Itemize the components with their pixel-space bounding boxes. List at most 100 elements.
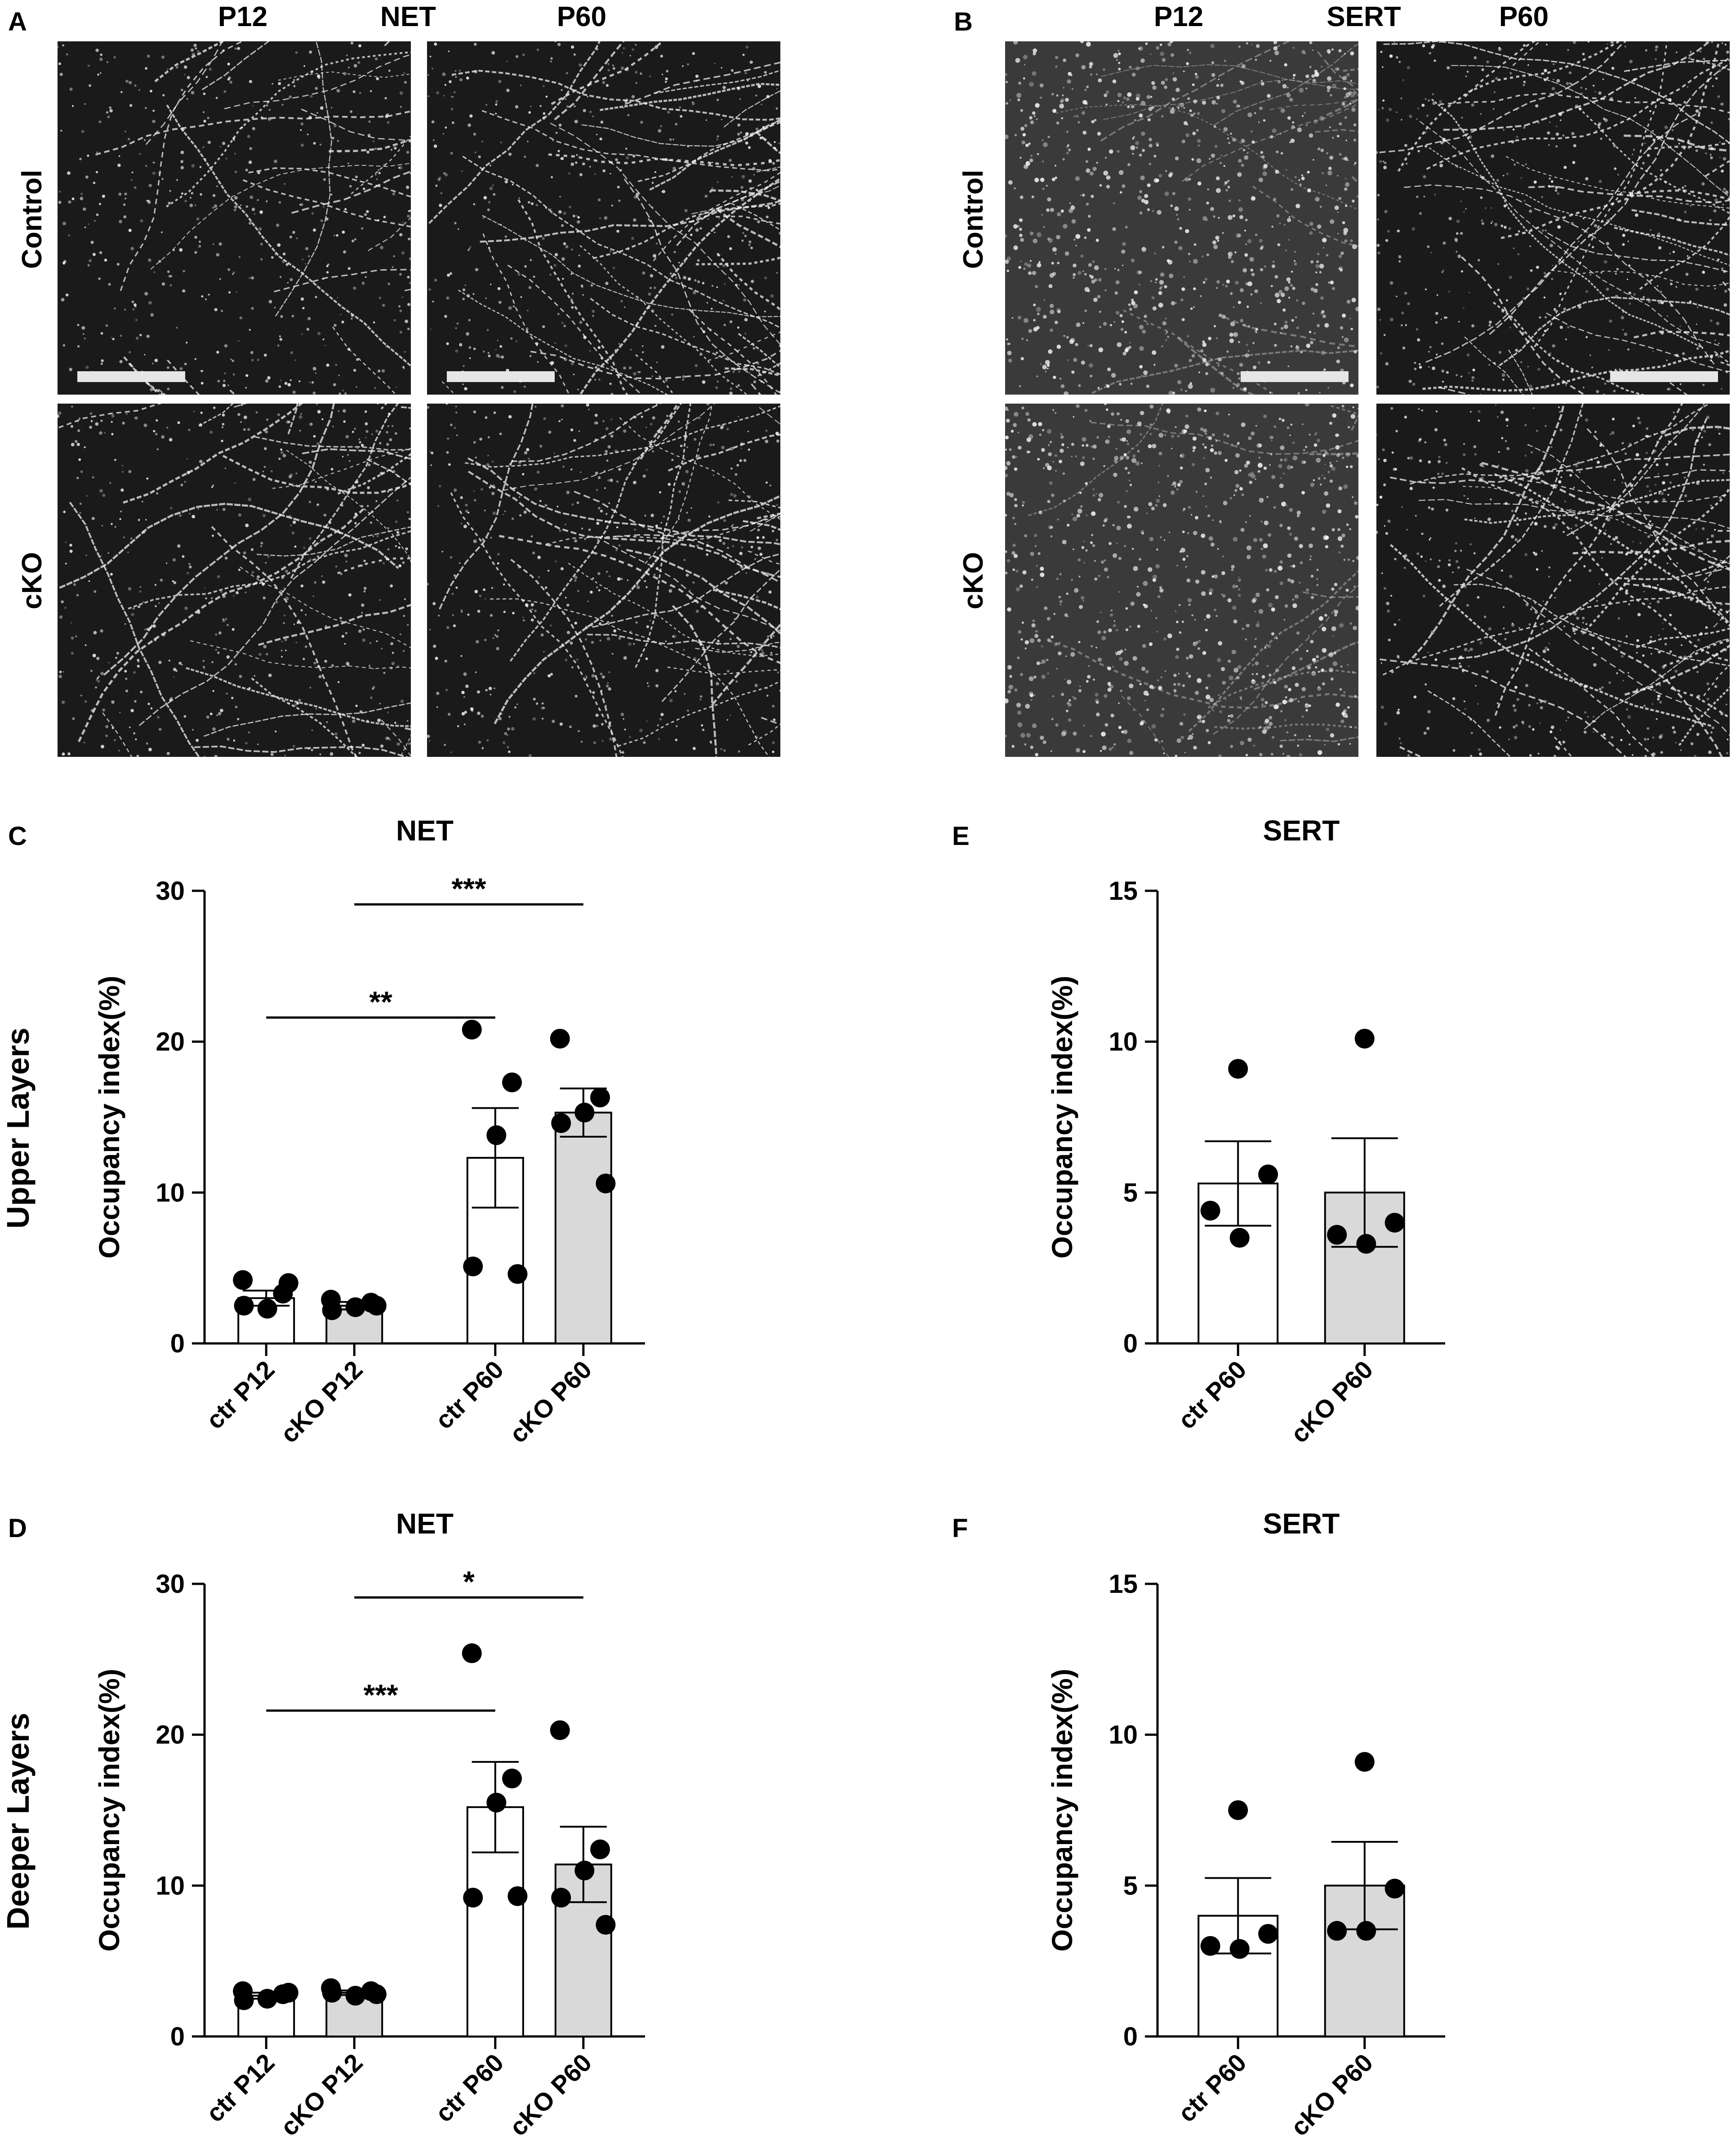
micrograph-sert-control-p12 [1005, 41, 1358, 395]
y-tick-label: 15 [1108, 1569, 1138, 1599]
data-point [1354, 1752, 1375, 1772]
x-tick-label: cKO P12 [275, 1355, 368, 1448]
x-tick-label: cKO P60 [504, 1355, 597, 1448]
panel-letter: E [952, 822, 970, 851]
panel-b-col-left: P12 [1154, 1, 1203, 32]
y-tick-label: 5 [1123, 1871, 1138, 1900]
panel-a-row-top: Control [17, 170, 48, 269]
panel-letter: C [8, 822, 27, 851]
data-point [1258, 1165, 1278, 1185]
data-point [596, 1915, 616, 1935]
data-point [234, 1990, 254, 2010]
chart-title: SERT [1263, 814, 1340, 847]
data-point [257, 1989, 277, 2009]
y-axis-label: Occupancy index(%) [1046, 976, 1078, 1259]
data-point [596, 1174, 616, 1194]
y-tick-label: 30 [156, 876, 185, 906]
data-point [345, 1297, 365, 1317]
data-point [463, 1256, 483, 1276]
data-point [550, 1720, 570, 1740]
x-tick-label: cKO P60 [1285, 2048, 1378, 2141]
panel-a-row-bottom: cKO [17, 552, 48, 609]
data-point [366, 1984, 387, 2005]
significance-label: ** [369, 985, 392, 1018]
x-tick-label: ctr P12 [200, 2048, 280, 2128]
panel-a-col-left: P12 [218, 1, 267, 32]
data-point [551, 1113, 571, 1133]
y-tick-label: 10 [156, 1871, 185, 1900]
micrograph-sert-control-p60 [1376, 41, 1730, 395]
data-point [502, 1769, 522, 1789]
data-point [590, 1087, 610, 1107]
micrograph-sert-cko-p60 [1376, 404, 1730, 757]
y-tick-label: 10 [156, 1178, 185, 1207]
y-tick-label: 10 [1108, 1720, 1138, 1750]
data-point [234, 1296, 254, 1316]
x-tick-label: ctr P60 [430, 1355, 509, 1435]
data-point [551, 1888, 571, 1908]
bar [554, 1111, 612, 1344]
panel-b-letter: B [954, 7, 973, 36]
panel-b: B P12 SERT P60 Control cKO [954, 1, 1730, 757]
data-point [278, 1983, 298, 2003]
panel-a-col-mid: NET [380, 1, 436, 32]
panel-b-row-top: Control [958, 170, 989, 269]
chart-title: NET [396, 814, 454, 847]
chart-e: E SERT 0 5 10 15 Occupancy index(%) ctr P60 cKO … [952, 814, 1445, 1448]
data-point [1354, 1028, 1375, 1049]
data-point [1356, 1234, 1376, 1254]
x-tick-label: ctr P60 [430, 2048, 509, 2128]
data-point [590, 1839, 610, 1859]
x-tick-label: ctr P60 [1172, 1355, 1252, 1435]
panel-b-row-bottom: cKO [958, 552, 989, 609]
row-label-upper: Upper Layers [0, 1027, 36, 1228]
y-tick-label: 0 [1123, 2022, 1138, 2051]
data-point [486, 1792, 507, 1813]
data-point [1327, 1225, 1347, 1245]
panel-letter: F [952, 1514, 968, 1543]
x-tick-label: ctr P60 [1172, 2048, 1252, 2128]
data-point [574, 1102, 595, 1123]
data-point [1200, 1936, 1220, 1956]
data-point [462, 1643, 482, 1663]
y-tick-label: 0 [1123, 1329, 1138, 1358]
data-point [463, 1888, 483, 1908]
data-point [1229, 1939, 1250, 1959]
y-axis-label: Occupancy index(%) [93, 1669, 125, 1952]
scale-bar-b-p60 [1610, 371, 1718, 382]
panel-a-col-right: P60 [557, 1, 606, 32]
y-tick-label: 20 [156, 1027, 185, 1057]
data-point [1356, 1921, 1376, 1941]
y-tick-label: 0 [170, 2022, 185, 2051]
y-tick-label: 20 [156, 1720, 185, 1750]
data-point [366, 1296, 387, 1316]
chart-title: SERT [1263, 1507, 1340, 1540]
y-axis-label: Occupancy index(%) [1046, 1669, 1078, 1952]
scale-bar-b-p12 [1241, 371, 1349, 382]
data-point [1327, 1921, 1347, 1941]
y-tick-label: 5 [1123, 1178, 1138, 1207]
data-point [1384, 1213, 1405, 1233]
panel-a-letter: A [8, 7, 27, 36]
data-point [1229, 1228, 1250, 1248]
data-point [550, 1028, 570, 1049]
x-tick-label: cKO P60 [504, 2048, 597, 2141]
y-tick-label: 10 [1108, 1027, 1138, 1057]
data-point [345, 1986, 365, 2006]
data-point [502, 1072, 522, 1093]
panel-b-col-mid: SERT [1326, 1, 1401, 32]
data-point [1258, 1924, 1278, 1944]
micrograph-net-control-p12 [58, 41, 411, 395]
row-label-deeper: Deeper Layers [0, 1713, 36, 1930]
data-point [1228, 1059, 1248, 1079]
chart-f: F SERT 0 5 10 15 Occupancy index(%) ctr P60 cKO … [952, 1507, 1445, 2141]
micrograph-net-cko-p60 [427, 404, 780, 757]
scale-bar-a-p60 [447, 371, 555, 382]
x-tick-label: cKO P60 [1285, 1355, 1378, 1448]
y-tick-label: 30 [156, 1569, 185, 1599]
data-point [507, 1886, 528, 1906]
y-tick-label: 0 [170, 1329, 185, 1358]
panel-a: A P12 NET P60 Control cKO [8, 1, 780, 757]
